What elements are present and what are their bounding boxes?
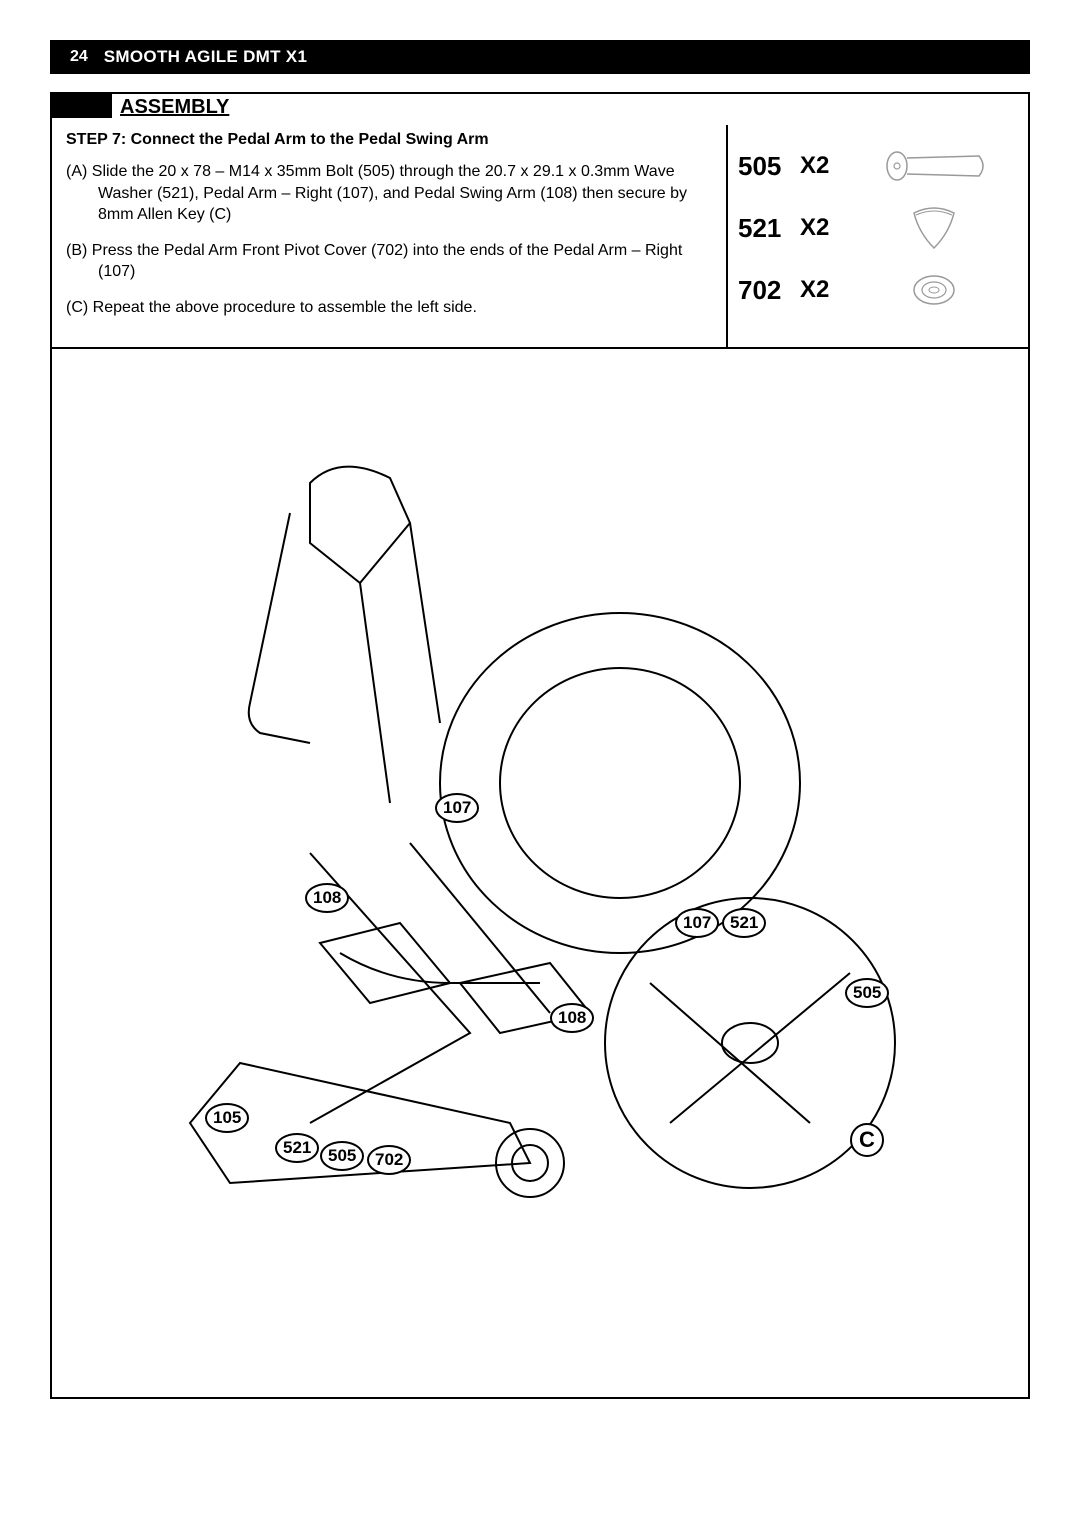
box-body: STEP 7: Connect the Pedal Arm to the Ped… bbox=[52, 125, 1028, 347]
step-item-c: (C) Repeat the above procedure to assemb… bbox=[66, 297, 712, 319]
callout: 505 bbox=[320, 1141, 364, 1171]
page-number: 24 bbox=[50, 40, 104, 74]
part-qty: X2 bbox=[800, 152, 850, 180]
page-header: 24 SMOOTH AGILE DMT X1 bbox=[50, 40, 1030, 74]
bolt-icon bbox=[850, 146, 1018, 186]
washer-icon bbox=[850, 203, 1018, 253]
callout: 108 bbox=[305, 883, 349, 913]
part-qty: X2 bbox=[800, 276, 850, 304]
callout: 505 bbox=[845, 978, 889, 1008]
black-tab bbox=[52, 92, 112, 118]
assembly-box: ASSEMBLY STEP 7: Connect the Pedal Arm t… bbox=[50, 92, 1030, 349]
assembly-section-title: ASSEMBLY bbox=[112, 92, 237, 123]
callout: 107 bbox=[435, 793, 479, 823]
instruction-column: STEP 7: Connect the Pedal Arm to the Ped… bbox=[52, 125, 728, 347]
part-number: 702 bbox=[738, 275, 800, 306]
parts-column: 505 X2 521 X2 bbox=[728, 125, 1028, 347]
part-row: 505 X2 bbox=[738, 135, 1018, 197]
cover-icon bbox=[850, 270, 1018, 310]
callout: 107 bbox=[675, 908, 719, 938]
part-qty: X2 bbox=[800, 214, 850, 242]
step-title: STEP 7: Connect the Pedal Arm to the Ped… bbox=[66, 131, 712, 149]
callout: 702 bbox=[367, 1145, 411, 1175]
diagram-box: 107 108 107 521 505 108 105 521 505 702 … bbox=[50, 349, 1030, 1399]
callout: 108 bbox=[550, 1003, 594, 1033]
machine-line-art bbox=[110, 423, 970, 1323]
step-item-a: (A) Slide the 20 x 78 – M14 x 35mm Bolt … bbox=[66, 161, 712, 226]
assembly-title-row: ASSEMBLY bbox=[52, 94, 1028, 125]
part-row: 702 X2 bbox=[738, 259, 1018, 321]
callout-letter: C bbox=[850, 1123, 884, 1157]
part-number: 505 bbox=[738, 151, 800, 182]
part-row: 521 X2 bbox=[738, 197, 1018, 259]
step-item-b: (B) Press the Pedal Arm Front Pivot Cove… bbox=[66, 240, 712, 283]
part-number: 521 bbox=[738, 213, 800, 244]
callout: 521 bbox=[722, 908, 766, 938]
callout: 521 bbox=[275, 1133, 319, 1163]
assembly-diagram: 107 108 107 521 505 108 105 521 505 702 … bbox=[110, 423, 970, 1323]
product-title: SMOOTH AGILE DMT X1 bbox=[104, 47, 307, 67]
callout: 105 bbox=[205, 1103, 249, 1133]
